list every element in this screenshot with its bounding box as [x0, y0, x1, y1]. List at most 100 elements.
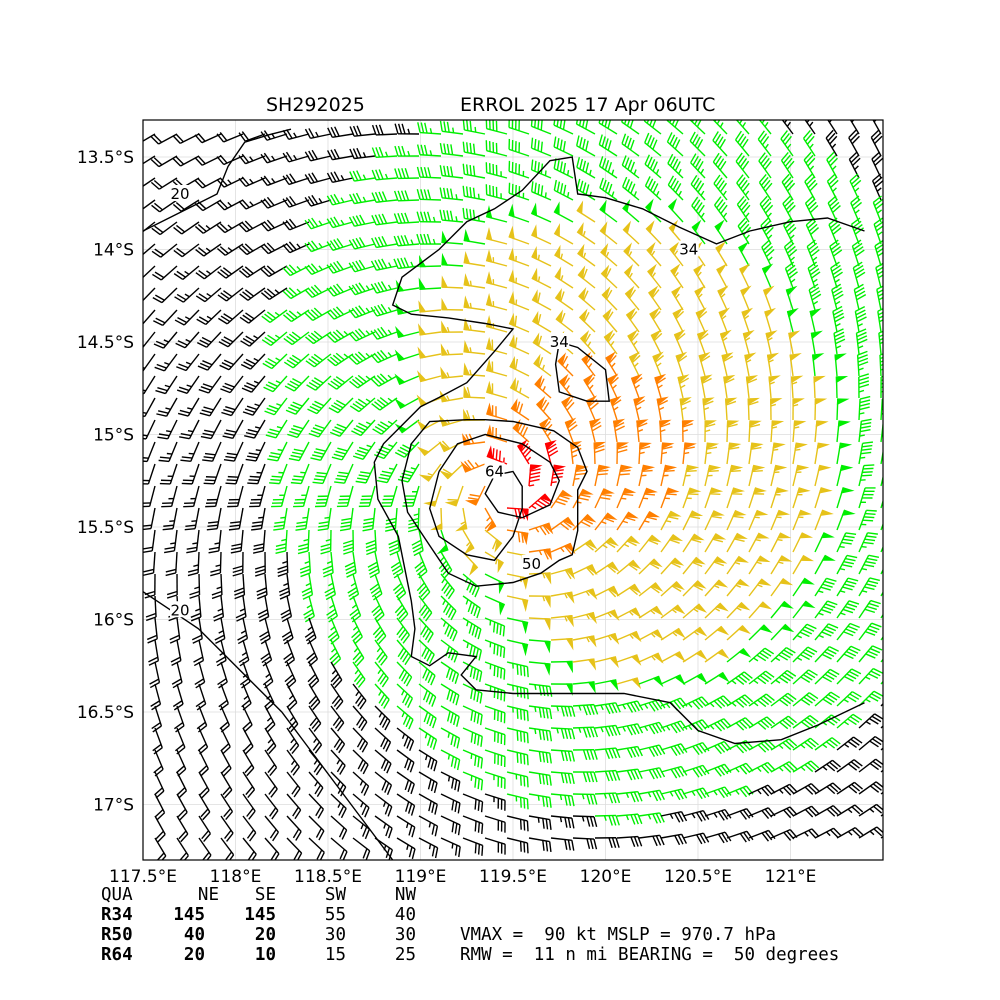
wind-barb	[761, 263, 774, 289]
wind-barb	[396, 639, 412, 666]
wind-barb	[759, 195, 774, 223]
wind-barb	[747, 397, 760, 421]
wind-barb	[770, 555, 793, 575]
wind-barb	[283, 639, 296, 667]
wind-barb	[440, 366, 464, 379]
row-r50-label: R50	[101, 925, 133, 945]
wind-barb	[616, 442, 630, 465]
wind-barb	[814, 532, 835, 553]
wind-barb	[485, 227, 508, 245]
wind-barb	[351, 617, 363, 645]
wind-barb	[264, 771, 278, 798]
wind-barb	[528, 837, 552, 853]
wind-barb	[550, 771, 575, 785]
wind-barb	[814, 668, 840, 685]
wind-barb	[814, 464, 832, 487]
wind-barb	[187, 551, 200, 577]
wind-barb	[770, 509, 791, 531]
wind-barb	[583, 373, 596, 399]
wind-barb	[180, 441, 200, 463]
wind-barb	[835, 376, 849, 399]
wind-barb	[814, 600, 838, 619]
wind-barb	[196, 309, 222, 326]
wind-barb	[744, 352, 757, 377]
wind-barb	[506, 837, 529, 854]
wind-barb	[858, 418, 872, 443]
wind-barb	[792, 600, 816, 619]
wind-barb	[506, 793, 529, 810]
wind-barb	[462, 771, 484, 791]
wind-barb	[638, 675, 664, 688]
wind-barb	[221, 397, 244, 417]
wind-barb	[352, 771, 370, 796]
wind-barb	[506, 639, 529, 657]
wind-barb	[348, 282, 376, 296]
wind-barb	[738, 241, 750, 267]
wind-barb	[550, 591, 575, 604]
wind-barb	[736, 196, 751, 223]
wind-barb	[154, 815, 166, 843]
wind-barb	[550, 489, 574, 509]
wind-barb	[792, 760, 820, 773]
wind-barb	[238, 639, 250, 667]
contour-line	[428, 433, 561, 562]
wind-barb	[704, 533, 727, 553]
wind-barb	[850, 195, 863, 223]
wind-barb	[143, 155, 156, 165]
wind-barb	[154, 353, 178, 372]
wind-barb	[616, 559, 642, 575]
wind-barb	[172, 683, 184, 711]
wind-barb	[726, 464, 744, 487]
wind-barb	[616, 583, 642, 597]
wind-barb	[781, 120, 794, 135]
wind-barb	[682, 603, 708, 619]
wind-barb	[715, 241, 728, 267]
wind-barb	[394, 168, 420, 180]
wind-barb	[462, 683, 483, 704]
wind-barb	[484, 705, 506, 724]
wind-barb	[690, 174, 706, 201]
wind-barb	[528, 617, 551, 631]
wind-barb	[260, 287, 288, 301]
wind-barb	[216, 221, 244, 234]
wind-barb	[836, 420, 851, 443]
wind-barb	[802, 129, 816, 157]
y-tick-label: 15°S	[93, 426, 134, 446]
wind-barb	[704, 625, 730, 641]
wind-barb	[232, 551, 244, 577]
wind-barb	[726, 624, 751, 641]
wind-barb	[414, 551, 428, 579]
wind-barb	[440, 573, 455, 600]
wind-barb	[508, 269, 530, 289]
wind-barb	[506, 705, 529, 722]
wind-barb	[792, 669, 818, 685]
wind-barb	[858, 758, 883, 773]
wind-barb	[485, 380, 508, 399]
wind-barb	[440, 617, 458, 642]
wind-barb	[218, 309, 244, 325]
wind-barb	[462, 529, 475, 555]
wind-barb	[418, 639, 435, 665]
table-header-se: SE	[255, 885, 276, 905]
row-r50-nw: 30	[395, 925, 416, 945]
wind-barb	[198, 749, 209, 777]
wind-barb	[462, 793, 484, 813]
contour-label: 34	[679, 241, 698, 259]
wind-barb	[393, 212, 420, 224]
wind-barb	[875, 262, 883, 289]
wind-barb	[593, 441, 606, 465]
wind-barb	[486, 445, 508, 465]
wind-barb	[660, 580, 685, 597]
wind-barb	[770, 487, 789, 509]
wind-barb	[260, 175, 288, 187]
x-tick-label: 121°E	[765, 867, 817, 887]
wind-barb	[214, 617, 226, 645]
wind-barb	[602, 307, 618, 333]
wind-barb	[374, 771, 393, 796]
wind-barb	[528, 548, 553, 561]
wind-barb	[352, 661, 366, 688]
wind-barb	[416, 144, 442, 157]
contour-label: 20	[170, 601, 189, 619]
wind-barb	[880, 568, 883, 575]
wind-barb	[667, 153, 684, 179]
